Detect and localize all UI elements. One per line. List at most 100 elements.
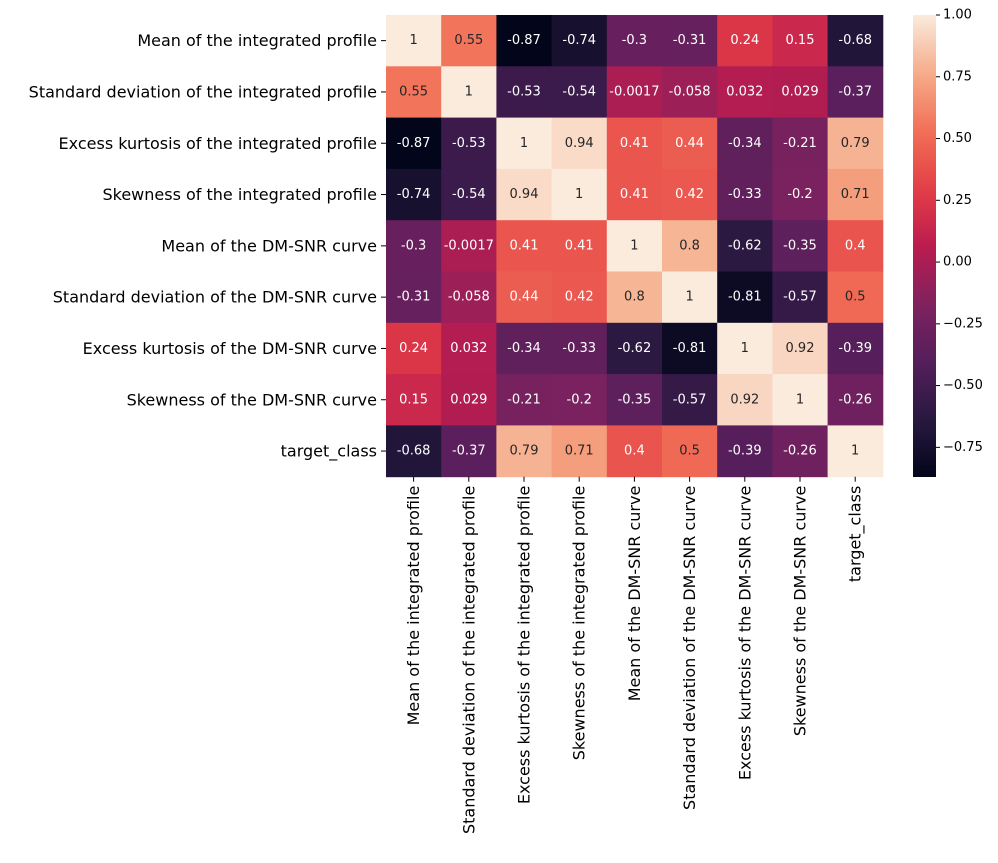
cell-annotation-7-4: -0.35 [618, 392, 652, 407]
heatmap-cell-3-7 [772, 168, 829, 221]
heatmap-cell-2-3 [551, 117, 608, 170]
heatmap-cell-7-2 [496, 374, 553, 426]
cell-annotation-1-6: 0.032 [726, 84, 763, 99]
heatmap-cell-3-0 [386, 168, 442, 221]
cell-annotation-8-4: 0.4 [624, 444, 645, 459]
heatmap-cell-6-8 [827, 322, 884, 375]
heatmap-cell-1-6 [717, 66, 773, 119]
heatmap-cell-1-1 [441, 66, 497, 119]
cell-annotation-8-6: -0.39 [728, 444, 762, 459]
heatmap-cell-0-1 [441, 15, 497, 67]
colorbar-tick-label-0: 1.00 [943, 8, 972, 23]
cell-annotation-0-2: -0.87 [507, 33, 541, 48]
x-axis-tick-labels: Mean of the integrated profile Standard d… [404, 476, 866, 834]
heatmap-cell-6-5 [662, 322, 718, 375]
cell-annotation-3-4: 0.41 [620, 187, 649, 202]
cell-annotation-5-1: -0.058 [448, 290, 490, 305]
y-tick-label-3: Skewness of the integrated profile [102, 185, 377, 204]
cell-annotation-0-4: -0.3 [622, 33, 647, 48]
heatmap-cell-3-1 [441, 168, 497, 221]
cell-annotation-1-8: -0.37 [838, 84, 872, 99]
cell-annotation-3-2: 0.94 [510, 187, 539, 202]
cell-annotation-6-3: -0.33 [562, 341, 596, 356]
cell-annotation-0-1: 0.55 [454, 33, 483, 48]
cell-annotation-1-1: 1 [465, 84, 473, 99]
cell-annotation-8-3: 0.71 [565, 444, 594, 459]
colorbar-tick-label-1: 0.75 [943, 69, 972, 84]
y-tick-label-0: Mean of the integrated profile [137, 31, 377, 50]
heatmap-cell-5-6 [717, 271, 773, 324]
cell-annotation-0-6: 0.24 [730, 33, 759, 48]
heatmap-cell-8-6 [717, 425, 773, 478]
y-tick-label-2: Excess kurtosis of the integrated profil… [59, 134, 377, 153]
cell-annotation-6-7: 0.92 [786, 341, 815, 356]
cell-annotation-4-7: -0.35 [783, 238, 817, 253]
cell-annotation-4-8: 0.4 [845, 238, 866, 253]
cell-annotation-3-3: 1 [575, 187, 583, 202]
heatmap-cell-2-6 [717, 117, 773, 170]
heatmap-cell-0-3 [551, 15, 608, 67]
cell-annotation-0-8: -0.68 [838, 33, 872, 48]
heatmap-cell-8-5 [662, 425, 718, 478]
x-tick-label-5: Standard deviation of the DM-SNR curve [680, 486, 699, 810]
x-tick-label-0: Mean of the integrated profile [404, 486, 423, 726]
heatmap-cell-5-7 [772, 271, 829, 324]
heatmap-cell-4-4 [606, 220, 663, 272]
cell-annotation-8-5: 0.5 [679, 444, 700, 459]
heatmap-cell-2-4 [606, 117, 663, 170]
cell-annotation-7-3: -0.2 [567, 392, 592, 407]
cell-annotation-6-0: 0.24 [399, 341, 428, 356]
heatmap-cell-7-6 [717, 374, 773, 426]
heatmap-cell-5-4 [606, 271, 663, 324]
cell-annotation-2-7: -0.21 [783, 136, 817, 151]
cell-annotation-8-2: 0.79 [510, 444, 539, 459]
heatmap-cell-7-1 [441, 374, 497, 426]
heatmap-cell-0-0 [386, 15, 442, 67]
cell-annotation-3-5: 0.42 [675, 187, 704, 202]
heatmap-cell-8-0 [386, 425, 442, 478]
heatmap-cell-3-5 [662, 168, 718, 221]
cell-annotation-4-3: 0.41 [565, 238, 594, 253]
heatmap-cell-3-3 [551, 168, 608, 221]
cell-annotation-3-1: -0.54 [452, 187, 486, 202]
colorbar-tick-label-2: 0.50 [943, 131, 972, 146]
heatmap-cell-2-8 [827, 117, 884, 170]
cell-annotation-8-1: -0.37 [452, 444, 486, 459]
heatmap-cell-8-7 [772, 425, 829, 478]
cell-annotation-0-7: 0.15 [786, 33, 815, 48]
cell-annotation-0-5: -0.31 [673, 33, 707, 48]
cell-annotation-5-5: 1 [685, 290, 693, 305]
cell-annotation-0-0: 1 [409, 33, 417, 48]
heatmap-cell-7-4 [606, 374, 663, 426]
cell-annotation-8-8: 1 [851, 444, 859, 459]
cell-annotation-4-1: -0.0017 [444, 238, 494, 253]
colorbar-tick-label-5: −0.25 [943, 316, 983, 331]
heatmap-cell-6-3 [551, 322, 608, 375]
heatmap-cell-8-8 [827, 425, 884, 478]
cell-annotation-3-6: -0.33 [728, 187, 762, 202]
cell-annotation-6-4: -0.62 [618, 341, 652, 356]
cell-annotation-5-4: 0.8 [624, 290, 645, 305]
cell-annotation-2-4: 0.41 [620, 136, 649, 151]
heatmap-cell-0-5 [662, 15, 718, 67]
heatmap-cell-7-0 [386, 374, 442, 426]
cell-annotation-1-5: -0.058 [669, 84, 711, 99]
cell-annotation-4-0: -0.3 [401, 238, 426, 253]
cell-annotation-4-4: 1 [630, 238, 638, 253]
heatmap-annotations: 1 0.55 -0.87 -0.74 -0.3 -0.31 0.24 0.15 -0.680.5… [397, 33, 872, 458]
cell-annotation-6-6: 1 [741, 341, 749, 356]
cell-annotation-4-6: -0.62 [728, 238, 762, 253]
cell-annotation-1-4: -0.0017 [609, 84, 659, 99]
heatmap-cell-5-3 [551, 271, 608, 324]
heatmap-cell-0-8 [827, 15, 884, 67]
cell-annotation-6-1: 0.032 [450, 341, 487, 356]
heatmap-cell-0-7 [772, 15, 829, 67]
cell-annotation-2-5: 0.44 [675, 136, 704, 151]
heatmap-cell-2-2 [496, 117, 553, 170]
heatmap-cell-2-7 [772, 117, 829, 170]
cell-annotation-0-3: -0.74 [562, 33, 596, 48]
cell-annotation-5-2: 0.44 [510, 290, 539, 305]
y-tick-label-4: Mean of the DM-SNR curve [161, 236, 377, 255]
heatmap-cell-2-0 [386, 117, 442, 170]
heatmap-cell-5-2 [496, 271, 553, 324]
